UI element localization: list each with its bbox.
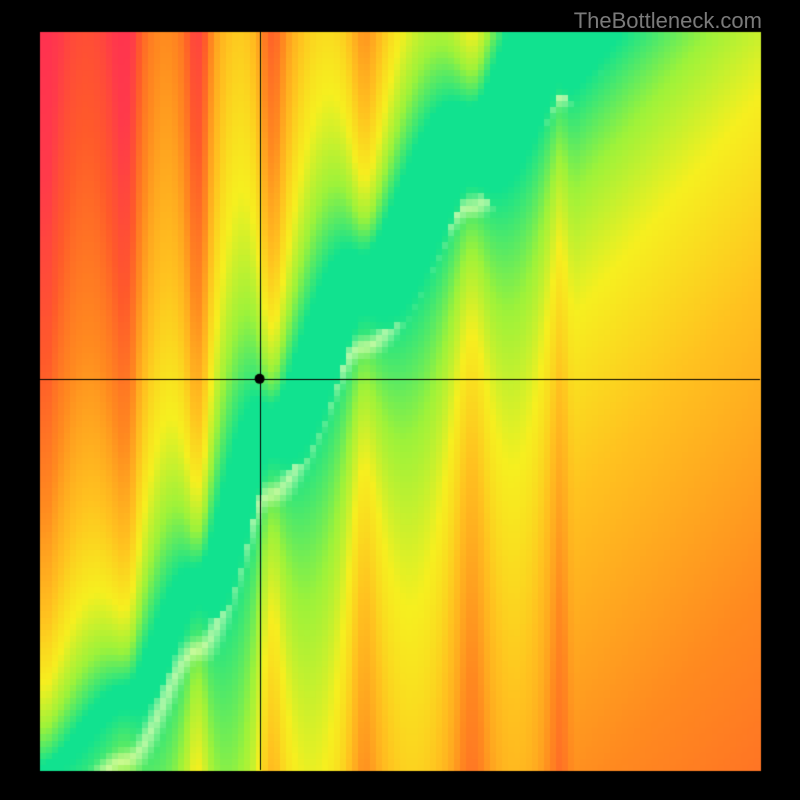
watermark-text: TheBottleneck.com <box>574 8 762 34</box>
chart-container: TheBottleneck.com <box>0 0 800 800</box>
bottleneck-heatmap <box>0 0 800 800</box>
